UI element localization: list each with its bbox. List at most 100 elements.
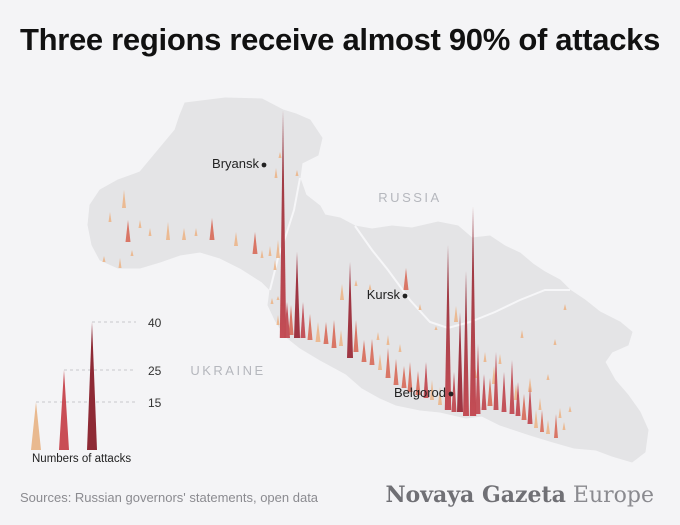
attack-spike (148, 228, 152, 236)
attack-spike (276, 296, 280, 300)
attack-spike (487, 378, 493, 406)
attack-spike (469, 206, 477, 416)
attack-spike (546, 374, 550, 380)
attack-spike (457, 312, 463, 412)
attack-spike (540, 410, 544, 432)
attack-spike (415, 371, 421, 395)
chart-title: Three regions receive almost 90% of atta… (19, 22, 661, 57)
attack-spike (339, 330, 343, 346)
attack-spike (444, 245, 452, 410)
brand-name: Novaya Gazeta (385, 482, 566, 508)
attack-spike (340, 284, 344, 300)
city-dot-kursk (402, 293, 408, 299)
country-label-russia: RUSSIA (378, 190, 441, 205)
source-note: Sources: Russian governors' statements, … (20, 490, 319, 505)
attack-spike (493, 352, 499, 410)
legend-title: Numbers of attacks (32, 453, 131, 465)
attack-spike (276, 315, 280, 325)
attack-spike (273, 260, 277, 270)
legend-spike-15 (31, 402, 41, 450)
attack-spike (538, 398, 542, 410)
attack-spike (553, 339, 557, 345)
attack-spike (393, 359, 399, 385)
legend-spike-40 (87, 322, 97, 450)
attack-spike (118, 258, 122, 268)
attack-spike (276, 240, 280, 258)
attack-spike (130, 250, 134, 256)
city-kursk: Kursk (367, 287, 408, 302)
attack-spike (515, 382, 521, 416)
attack-spike (521, 394, 527, 420)
attack-spikes (102, 110, 572, 438)
attack-spike (274, 168, 278, 178)
attack-spike (102, 256, 106, 262)
legend-spike-25 (59, 370, 69, 450)
attack-spike (182, 228, 186, 240)
city-label-bryansk: Bryansk (212, 156, 259, 171)
attack-spike (386, 335, 390, 345)
city-dot-bryansk (261, 162, 267, 168)
brand-logo: Novaya Gazeta Europe (385, 482, 654, 508)
legend-value-15: 15 (148, 396, 162, 410)
attack-spike (307, 314, 313, 340)
attack-spike (528, 378, 532, 392)
attack-spike (234, 232, 238, 246)
attack-spike (288, 305, 294, 335)
attack-spike (454, 306, 458, 322)
attack-spike (385, 348, 391, 378)
attack-spike (438, 387, 442, 405)
attack-spike (498, 354, 502, 364)
attack-spike (368, 284, 372, 290)
region-outline (87, 97, 649, 463)
attack-spike (295, 170, 299, 176)
attack-spike (138, 220, 142, 228)
attack-spike (563, 304, 567, 310)
attack-spike (315, 322, 321, 342)
attack-spike (108, 212, 112, 222)
attack-spike (166, 222, 170, 240)
attack-spike (434, 326, 438, 330)
attack-spike (378, 354, 382, 370)
attack-spike (558, 408, 562, 418)
attack-spike (270, 298, 274, 304)
attack-spike (398, 344, 402, 352)
attack-spike (527, 386, 533, 424)
attack-spike (369, 339, 375, 365)
attack-spike (125, 220, 131, 242)
attack-spike (260, 250, 264, 258)
brand-suffix: Europe (572, 483, 654, 508)
attack-spike (300, 302, 306, 338)
attack-spike (278, 152, 282, 158)
attack-spike (361, 340, 367, 362)
attack-spike (509, 360, 515, 414)
attack-spike (407, 362, 413, 392)
attack-spike (347, 262, 353, 358)
attack-spike (481, 374, 487, 410)
attack-spike (403, 268, 409, 290)
attack-spike (194, 228, 198, 236)
city-belgorod: Belgorod (394, 385, 454, 400)
city-bryansk: Bryansk (212, 156, 267, 171)
city-label-belgorod: Belgorod (394, 385, 446, 400)
attack-spike (520, 330, 524, 338)
attack-spike (284, 302, 290, 338)
attack-spike (268, 246, 272, 256)
attack-spike (423, 362, 429, 398)
legend: 40 25 15 Numbers of attacks (31, 316, 162, 465)
country-label-ukraine: UKRAINE (190, 363, 265, 378)
attack-spike (279, 110, 287, 338)
attack-spike (209, 218, 215, 240)
attack-spike (554, 414, 558, 438)
attack-spike (294, 252, 300, 338)
attack-spike (376, 332, 380, 340)
attack-spike (546, 420, 550, 434)
attack-spike (483, 352, 487, 362)
attack-spike (451, 372, 457, 412)
attack-spike (501, 372, 507, 412)
attack-spike (475, 344, 481, 414)
attack-spike (331, 320, 337, 348)
attack-spike (353, 320, 359, 352)
attack-spike (401, 366, 407, 388)
attack-spike (122, 190, 126, 208)
